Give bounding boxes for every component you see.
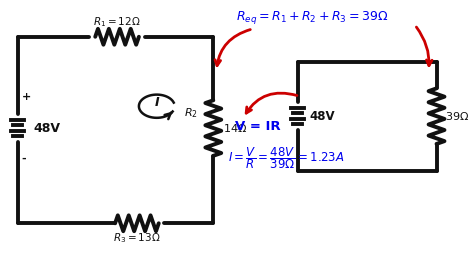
Text: $14\Omega$: $14\Omega$	[223, 122, 247, 134]
Text: $R_1 = 12\Omega$: $R_1 = 12\Omega$	[93, 15, 141, 29]
Text: V = IR: V = IR	[235, 119, 281, 132]
Text: $R_2$: $R_2$	[183, 106, 198, 120]
Text: 48V: 48V	[34, 122, 61, 135]
Text: $R_3 = 13\Omega$: $R_3 = 13\Omega$	[113, 231, 161, 245]
Text: I: I	[155, 96, 159, 109]
Text: 48V: 48V	[310, 110, 335, 123]
Text: -: -	[22, 154, 27, 164]
Text: $39\Omega$: $39\Omega$	[446, 110, 470, 122]
Text: +: +	[22, 92, 31, 102]
Text: $R_{eq} = R_1 + R_2 + R_3 = 39\Omega$: $R_{eq} = R_1 + R_2 + R_3 = 39\Omega$	[236, 9, 388, 26]
Text: $I = \dfrac{V}{R} = \dfrac{48V}{39\Omega} = 1.23A$: $I = \dfrac{V}{R} = \dfrac{48V}{39\Omega…	[228, 145, 345, 171]
